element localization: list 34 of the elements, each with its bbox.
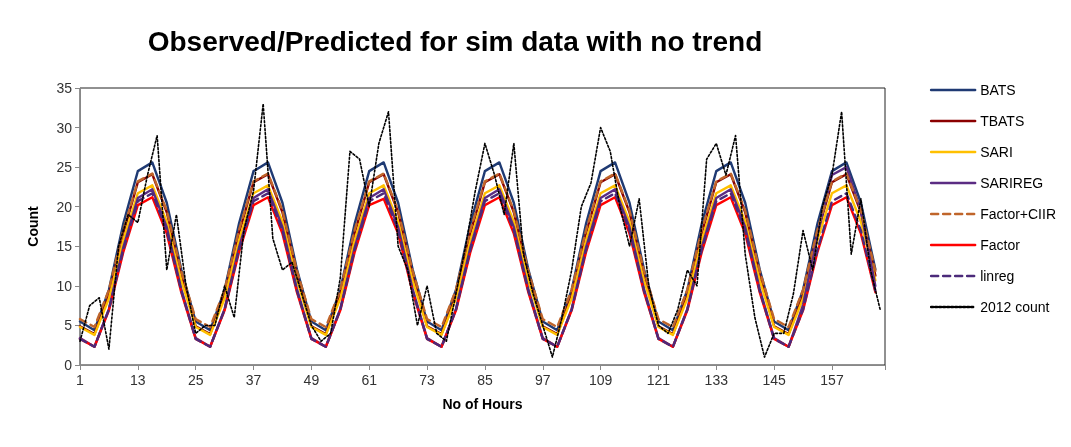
y-tick-label: 35 — [56, 80, 73, 96]
line-series — [79, 103, 881, 358]
x-tick-label: 25 — [187, 372, 204, 388]
x-tick-label: 73 — [419, 372, 436, 388]
legend-label: TBATS — [980, 113, 1025, 129]
x-tick-label: 85 — [477, 372, 493, 388]
y-tick-label: 20 — [56, 198, 73, 215]
x-tick-label: 13 — [130, 372, 146, 388]
y-axis-title: Count — [25, 205, 41, 247]
x-tick-label: 49 — [303, 372, 320, 388]
chart-title: Observed/Predicted for sim data with no trend — [147, 25, 763, 57]
legend-label: Factor+CIIR — [980, 206, 1057, 222]
x-tick-label: 1 — [76, 372, 85, 388]
legend-label: SARI — [980, 144, 1013, 160]
x-tick-label: 133 — [704, 372, 729, 388]
legend-label: SARIREG — [980, 175, 1044, 191]
legend-label: linreg — [980, 268, 1015, 284]
y-tick-label: 25 — [56, 159, 73, 176]
x-tick-label: 97 — [534, 372, 551, 388]
y-tick-label: 5 — [64, 317, 73, 334]
legend-label: Factor — [980, 237, 1021, 253]
x-tick-label: 157 — [820, 372, 844, 388]
x-tick-label: 61 — [361, 372, 378, 388]
x-axis-title: No of Hours — [442, 396, 523, 412]
legend-label: 2012 count — [980, 299, 1050, 315]
y-tick-label: 0 — [64, 357, 73, 373]
x-tick-label: 145 — [762, 372, 787, 388]
y-tick-label: 30 — [56, 119, 73, 136]
x-tick-label: 109 — [588, 372, 613, 388]
y-tick-label: 15 — [56, 238, 73, 255]
y-tick-label: 10 — [56, 277, 73, 294]
legend-label: BATS — [980, 82, 1016, 98]
x-tick-label: 121 — [646, 372, 671, 388]
x-tick-label: 37 — [245, 372, 262, 388]
